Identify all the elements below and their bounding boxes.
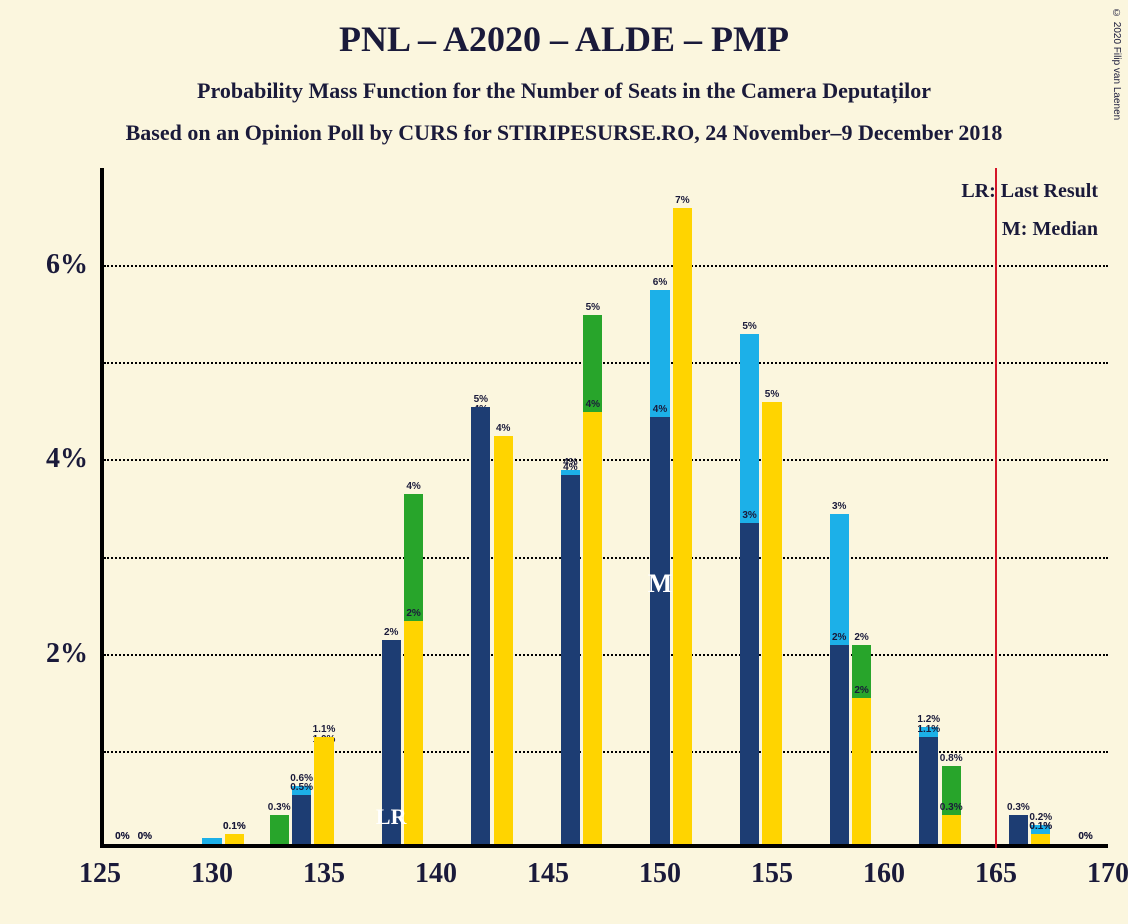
y-tick-label: 2% <box>8 638 88 670</box>
bar-value-label: 5% <box>474 394 488 405</box>
bar <box>471 407 490 844</box>
bar-value-label: 0% <box>138 831 152 842</box>
x-tick-label: 125 <box>60 858 140 890</box>
bar-value-label: 0% <box>115 831 129 842</box>
bar-value-label: 2% <box>854 685 868 696</box>
bar-value-label: 0.1% <box>223 821 246 832</box>
bar <box>1009 815 1028 844</box>
bar-value-label: 1.1% <box>313 724 336 735</box>
chart-subtitle-2: Based on an Opinion Poll by CURS for STI… <box>0 120 1128 146</box>
x-tick-label: 150 <box>620 858 700 890</box>
x-tick-label: 130 <box>172 858 252 890</box>
bar <box>561 475 580 844</box>
bar-value-label: 2% <box>384 627 398 638</box>
bar-value-label: 4% <box>496 423 510 434</box>
x-tick-label: 135 <box>284 858 364 890</box>
x-axis <box>100 844 1108 848</box>
bar-value-label: 3% <box>832 501 846 512</box>
bar-value-label: 7% <box>675 195 689 206</box>
bar-value-label: 6% <box>653 277 667 288</box>
bar-value-label: 4% <box>563 462 577 473</box>
marker-lr: LR <box>376 804 407 830</box>
bar-value-label: 2% <box>406 608 420 619</box>
bar <box>830 645 849 844</box>
chart-title: PNL – A2020 – ALDE – PMP <box>0 0 1128 60</box>
x-tick-label: 160 <box>844 858 924 890</box>
grid-line <box>104 654 1108 656</box>
bar-value-label: 0.1% <box>1029 821 1052 832</box>
grid-line <box>104 459 1108 461</box>
bar-value-label: 5% <box>742 321 756 332</box>
bar <box>762 402 781 844</box>
bar <box>583 412 602 844</box>
bar <box>494 436 513 844</box>
marker-m: M <box>648 569 673 599</box>
bar-value-label: 2% <box>854 632 868 643</box>
bar-value-label: 4% <box>653 404 667 415</box>
bar-value-label: 5% <box>586 302 600 313</box>
bar <box>202 838 221 844</box>
grid-line <box>104 265 1108 267</box>
bar <box>225 834 244 844</box>
bar-value-label: 0.3% <box>268 802 291 813</box>
bar <box>270 815 289 844</box>
y-tick-label: 4% <box>8 443 88 475</box>
x-tick-label: 140 <box>396 858 476 890</box>
chart-container: PNL – A2020 – ALDE – PMP Probability Mas… <box>0 0 1128 924</box>
x-tick-label: 170 <box>1068 858 1128 890</box>
bar <box>852 698 871 844</box>
bar <box>292 795 311 844</box>
x-tick-label: 165 <box>956 858 1036 890</box>
y-axis <box>100 168 104 848</box>
x-tick-label: 155 <box>732 858 812 890</box>
bar-value-label: 3% <box>742 510 756 521</box>
grid-line <box>104 362 1108 364</box>
bar <box>314 737 333 844</box>
copyright-text: © 2020 Filip van Laenen <box>1111 8 1122 120</box>
bar-value-label: 2% <box>832 632 846 643</box>
bar-value-label: 0% <box>1078 831 1092 842</box>
bar-value-label: 0.5% <box>290 782 313 793</box>
bar-value-label: 0.3% <box>1007 802 1030 813</box>
bar <box>740 523 759 844</box>
x-tick-label: 145 <box>508 858 588 890</box>
bar-value-label: 1.1% <box>917 724 940 735</box>
bar <box>919 737 938 844</box>
bar-value-label: 4% <box>586 399 600 410</box>
bar-value-label: 0.3% <box>940 802 963 813</box>
bar-value-label: 5% <box>765 389 779 400</box>
last-result-vline <box>995 168 997 848</box>
bar <box>1031 834 1050 844</box>
bar-value-label: 4% <box>406 481 420 492</box>
plot-area: 2%4%6%1251301351401451501551601651700%0%… <box>100 168 1108 848</box>
bar <box>942 815 961 844</box>
chart-subtitle-1: Probability Mass Function for the Number… <box>0 78 1128 104</box>
grid-line <box>104 557 1108 559</box>
bar-value-label: 0.8% <box>940 753 963 764</box>
bar <box>673 208 692 844</box>
y-tick-label: 6% <box>8 249 88 281</box>
bar <box>650 417 669 844</box>
